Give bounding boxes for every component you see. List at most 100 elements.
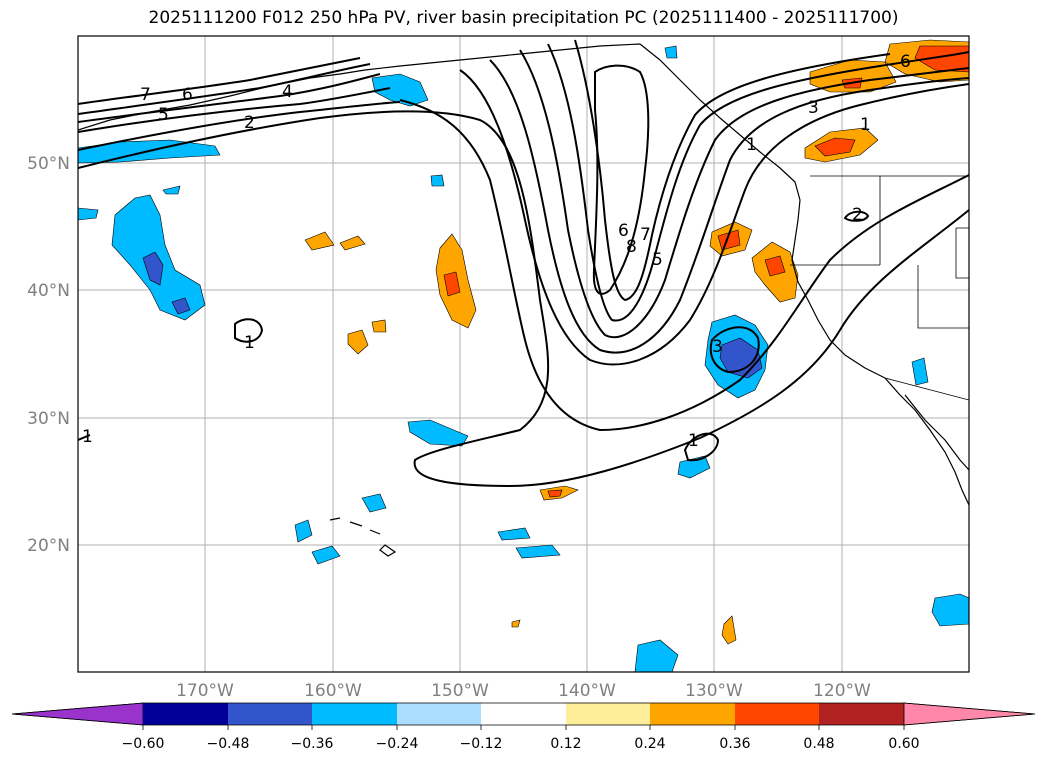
pv-contours <box>78 39 969 488</box>
hawaii-islands <box>329 517 397 557</box>
blue-area-small-2 <box>430 174 445 187</box>
colorbar-tick-label: 0.36 <box>719 736 750 752</box>
red-core-offshore-or <box>717 229 741 251</box>
pv-contour-trough-1 <box>459 69 969 366</box>
blue-area-hawaii-1 <box>361 493 387 513</box>
contour-label: 5 <box>158 105 169 125</box>
contour-label: 3 <box>712 337 723 357</box>
colorbar: −0.60 −0.48 −0.36 −0.24 −0.12 0.12 0.24 … <box>11 702 1036 752</box>
colorbar-segment <box>481 703 566 725</box>
lat-label: 50°N <box>27 154 70 174</box>
pv-contour-closed-south <box>683 432 720 462</box>
colorbar-tick-label: 0.24 <box>634 736 665 752</box>
orange-area-tiny <box>511 619 521 628</box>
pv-contour-7 <box>78 57 361 105</box>
contour-label: 6 <box>900 52 911 72</box>
colorbar-segment <box>819 703 904 725</box>
red-core-subtropical <box>547 489 563 498</box>
colorbar-tick-label: 0.48 <box>803 736 834 752</box>
pv-contour-trough-4 <box>547 43 969 322</box>
colorbar-segment <box>228 703 312 725</box>
colorbar-tick-label: −0.60 <box>122 736 165 752</box>
pv-contour-3 <box>399 99 969 432</box>
colorbar-segment <box>735 703 819 725</box>
blue-area-south-pacific <box>677 455 711 479</box>
contour-label: 5 <box>652 250 663 270</box>
colorbar-segment <box>650 703 735 725</box>
colorbar-ticks <box>142 725 905 730</box>
contour-label: 1 <box>688 431 699 451</box>
colorbar-segment <box>566 703 650 725</box>
blue-area-hawaii-3 <box>311 545 341 565</box>
bc-coast <box>639 43 801 201</box>
contour-label: 1 <box>746 135 757 155</box>
blue-area-subtropical <box>407 419 469 447</box>
colorbar-tick-label: 0.60 <box>888 736 919 752</box>
longitude-labels: 170°W 160°W 150°W 140°W 130°W 120°W <box>176 681 871 701</box>
contour-label: 6 <box>182 85 193 105</box>
contour-label: 8 <box>626 237 637 257</box>
blue-area-small-4 <box>78 207 99 221</box>
colorbar-extend-high <box>903 702 1036 726</box>
lon-label: 120°W <box>813 681 871 701</box>
lon-label: 140°W <box>558 681 616 701</box>
pv-contour-trough-inner <box>592 64 650 295</box>
map-frame <box>77 35 970 673</box>
pv-contour-2 <box>78 101 401 151</box>
gridlines <box>78 36 969 672</box>
contour-label: 7 <box>140 85 151 105</box>
contour-label: 4 <box>282 82 293 102</box>
contour-label: 1 <box>860 115 871 135</box>
alaska-coast <box>78 43 641 131</box>
orange-area-canada-mid <box>809 59 897 93</box>
contour-label: 1 <box>82 427 93 447</box>
contour-label: 2 <box>852 205 863 225</box>
pv-contour-trough-2 <box>489 59 969 354</box>
pv-contour-closed-ca <box>709 326 760 374</box>
mexico-mainland <box>904 394 969 471</box>
blue-area-gulf-alaska <box>371 73 429 107</box>
positive-precip-areas <box>304 39 969 645</box>
pv-contour-1-outer <box>78 110 969 488</box>
lon-label: 150°W <box>431 681 489 701</box>
pv-contour-5 <box>78 73 381 123</box>
red-core-mid-pacific <box>443 271 461 297</box>
colorbar-segment <box>143 703 228 725</box>
colorbar-segment <box>397 703 481 725</box>
blue-area-small-1 <box>664 45 678 59</box>
lat-label: 40°N <box>27 281 70 301</box>
orange-area-small-3 <box>347 329 369 355</box>
lon-label: 170°W <box>176 681 234 701</box>
us-mexico-border <box>884 377 969 401</box>
pv-contour-4 <box>78 87 391 133</box>
orange-area-small-2 <box>339 235 366 251</box>
blue-area-mexico-coast <box>931 593 969 627</box>
contour-label: 6 <box>618 221 629 241</box>
blue-area-tropical-3 <box>634 639 679 672</box>
blue-area-small-3 <box>162 185 181 195</box>
contour-label: 7 <box>640 225 651 245</box>
colorbar-tick-label: −0.48 <box>207 736 250 752</box>
pv-contour-trough-5 <box>574 39 891 302</box>
contour-labels: 7 6 5 4 2 1 1 3 1 2 6 6 8 7 5 3 1 1 <box>82 52 911 451</box>
colorbar-segment <box>312 703 397 725</box>
lat-label: 30°N <box>27 409 70 429</box>
contour-label: 1 <box>244 333 255 353</box>
orange-area-tropical <box>721 615 737 645</box>
orange-area-small-1 <box>304 231 335 251</box>
map-title: 2025111200 F012 250 hPa PV, river basin … <box>148 8 899 28</box>
lon-label: 160°W <box>304 681 362 701</box>
baja-coast <box>884 377 969 506</box>
blue-core-west-pacific <box>142 251 164 286</box>
colorbar-tick-label: −0.36 <box>291 736 334 752</box>
blue-area-baja <box>911 357 929 386</box>
pv-contour-trough-3 <box>519 49 969 339</box>
lat-label: 20°N <box>27 536 70 556</box>
colorbar-tick-label: −0.24 <box>376 736 419 752</box>
blue-area-hawaii-2 <box>294 519 313 543</box>
coastlines <box>78 43 969 557</box>
pv-contour-west-edge <box>78 434 91 441</box>
blue-area-tropical-2 <box>515 544 561 559</box>
colorbar-extend-low <box>11 702 144 726</box>
